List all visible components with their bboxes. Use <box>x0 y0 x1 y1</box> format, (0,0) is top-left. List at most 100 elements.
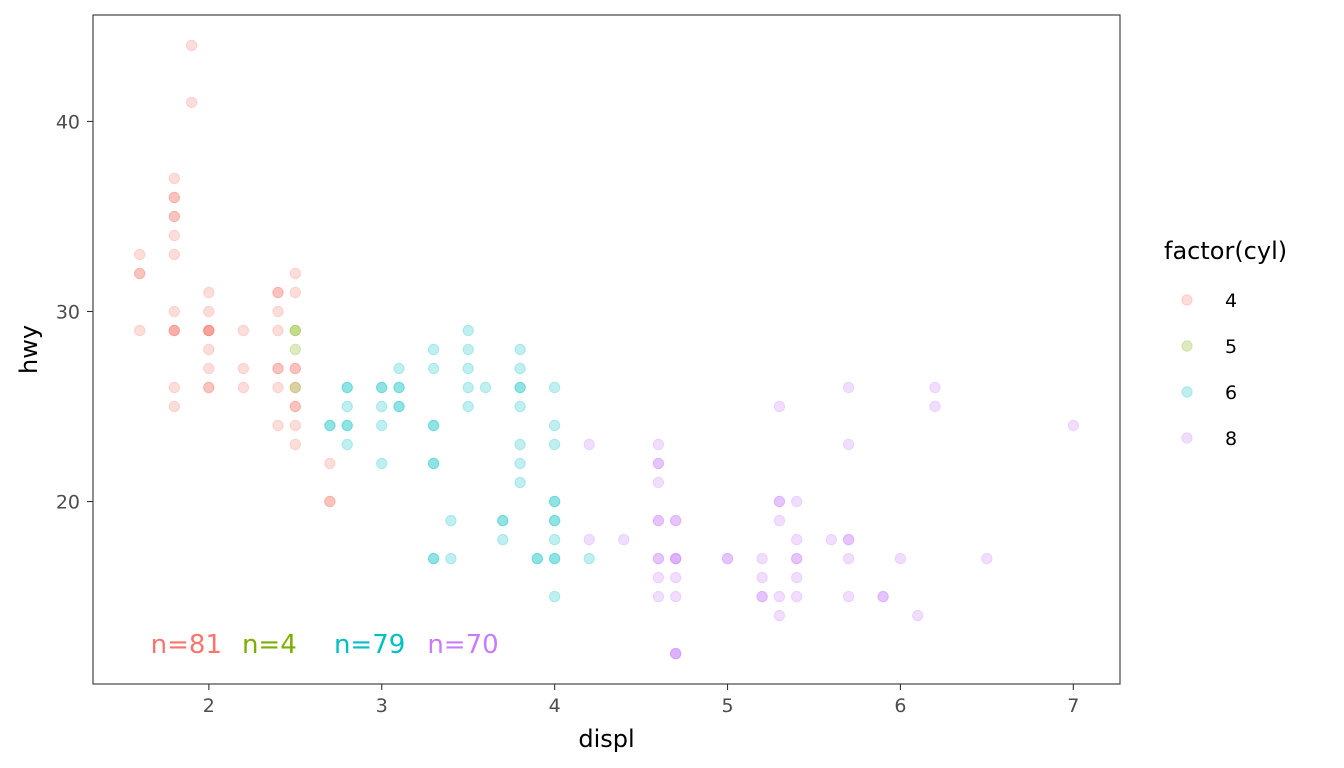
data-point <box>289 286 301 299</box>
legend-key-8 <box>1181 432 1193 444</box>
data-point <box>203 324 215 337</box>
data-point <box>462 324 474 337</box>
data-point <box>289 438 301 451</box>
data-point <box>791 590 803 603</box>
series-8-points <box>583 381 1080 660</box>
data-point <box>652 457 665 470</box>
data-point <box>462 343 474 356</box>
legend-label-4: 4 <box>1225 290 1237 312</box>
points-layer <box>134 39 1080 660</box>
data-point <box>1067 419 1080 432</box>
data-point <box>670 552 682 565</box>
data-point <box>514 343 526 356</box>
data-point <box>341 381 353 394</box>
data-point <box>670 647 682 660</box>
data-point <box>652 552 665 565</box>
data-point <box>168 210 181 223</box>
legend: factor(cyl) 4 5 6 8 <box>1164 237 1287 450</box>
data-point <box>134 248 146 261</box>
data-point <box>618 533 630 546</box>
data-point <box>272 324 284 337</box>
data-point <box>514 457 526 470</box>
data-point <box>393 400 405 413</box>
data-point <box>185 39 198 52</box>
legend-label-6: 6 <box>1225 382 1237 404</box>
data-point <box>289 419 301 432</box>
data-point <box>427 343 440 356</box>
data-point <box>289 381 301 394</box>
data-point <box>168 324 181 337</box>
data-point <box>548 495 561 508</box>
data-point <box>272 286 284 299</box>
data-point <box>981 552 993 565</box>
data-point <box>548 514 561 527</box>
data-point <box>670 552 682 565</box>
data-point <box>168 324 181 337</box>
data-point <box>427 419 440 432</box>
data-point <box>756 590 768 603</box>
data-point <box>756 590 768 603</box>
data-point <box>791 495 803 508</box>
legend-label-8: 8 <box>1225 428 1237 450</box>
data-point <box>548 533 561 546</box>
data-point <box>134 267 146 280</box>
count-label-6: n=79 <box>334 630 405 660</box>
data-point <box>479 381 492 394</box>
data-point <box>203 343 215 356</box>
data-point <box>773 495 786 508</box>
data-point <box>445 514 457 527</box>
data-point <box>670 552 682 565</box>
y-axis: 20 30 40 <box>56 111 93 514</box>
data-point <box>272 305 284 318</box>
data-point <box>203 305 215 318</box>
x-tick-label: 3 <box>376 695 388 717</box>
series-4-points <box>134 39 336 508</box>
data-point <box>652 457 665 470</box>
series-6-points <box>324 324 595 603</box>
x-tick-label: 5 <box>721 695 733 717</box>
data-point <box>289 362 301 375</box>
data-point <box>168 381 181 394</box>
data-point <box>168 305 181 318</box>
data-point <box>462 381 474 394</box>
data-point <box>289 362 301 375</box>
data-point <box>670 590 682 603</box>
data-point <box>168 324 181 337</box>
data-point <box>376 457 388 470</box>
data-point <box>427 552 440 565</box>
data-point <box>324 457 336 470</box>
data-point <box>185 96 198 109</box>
data-point <box>548 552 561 565</box>
data-point <box>393 381 405 394</box>
data-point <box>289 381 301 394</box>
data-point <box>548 438 561 451</box>
x-tick-label: 7 <box>1067 695 1079 717</box>
data-point <box>825 533 837 546</box>
data-point <box>670 647 682 660</box>
data-point <box>203 362 215 375</box>
count-label-4: n=81 <box>151 630 222 660</box>
data-point <box>773 590 786 603</box>
data-point <box>168 400 181 413</box>
data-point <box>531 552 543 565</box>
data-point <box>341 419 353 432</box>
data-point <box>427 457 440 470</box>
data-point <box>877 590 889 603</box>
data-point <box>289 400 301 413</box>
y-tick-label: 40 <box>56 111 80 133</box>
data-point <box>289 343 301 356</box>
data-point <box>791 552 803 565</box>
data-point <box>168 191 181 204</box>
data-point <box>376 419 388 432</box>
data-point <box>583 552 595 565</box>
data-point <box>324 419 336 432</box>
data-point <box>514 438 526 451</box>
data-point <box>203 324 215 337</box>
data-point <box>393 381 405 394</box>
legend-label-5: 5 <box>1225 336 1237 358</box>
data-point <box>272 419 284 432</box>
data-point <box>376 400 388 413</box>
data-point <box>670 647 682 660</box>
data-point <box>842 381 855 394</box>
data-point <box>341 419 353 432</box>
